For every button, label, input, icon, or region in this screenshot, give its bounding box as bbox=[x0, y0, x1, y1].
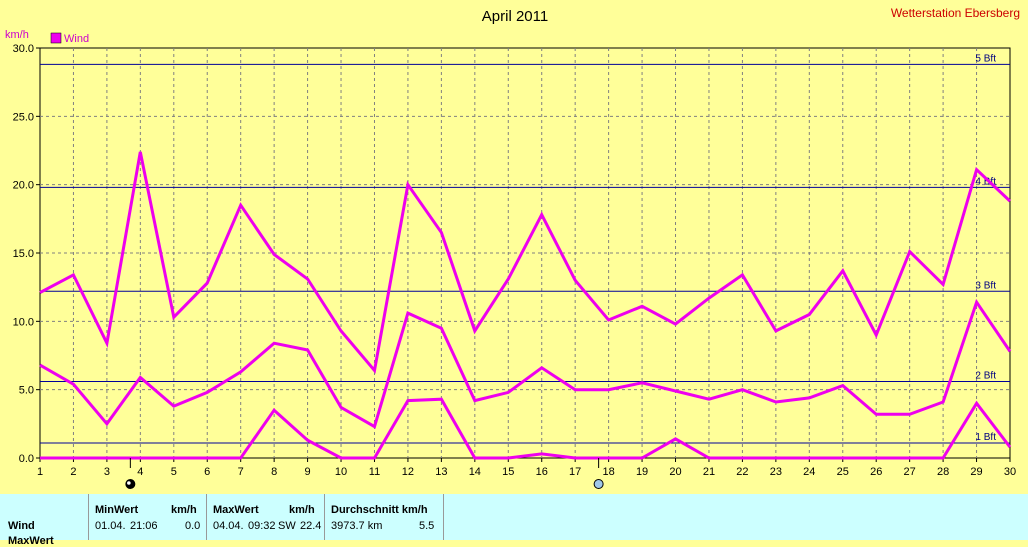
min-value: 0.0 bbox=[185, 520, 201, 532]
x-tick-label: 6 bbox=[204, 466, 210, 478]
x-tick-label: 29 bbox=[970, 466, 982, 478]
x-tick-label: 4 bbox=[137, 466, 143, 478]
y-tick-label: 30.0 bbox=[13, 43, 34, 55]
x-tick-label: 30 bbox=[1004, 466, 1016, 478]
x-tick-label: 25 bbox=[837, 466, 849, 478]
x-tick-label: 3 bbox=[104, 466, 110, 478]
max-time: 09:32 bbox=[248, 520, 276, 532]
legend-label: Wind bbox=[64, 33, 89, 45]
x-tick-label: 19 bbox=[636, 466, 648, 478]
x-tick-label: 10 bbox=[335, 466, 347, 478]
x-tick-label: 15 bbox=[502, 466, 514, 478]
x-tick-label: 8 bbox=[271, 466, 277, 478]
legend-swatch bbox=[50, 32, 62, 44]
avg-header: Durchschnitt km/h bbox=[331, 504, 428, 516]
x-tick-label: 26 bbox=[870, 466, 882, 478]
min-unit: km/h bbox=[171, 504, 197, 516]
max-column: MaxWert km/h 04.04. 09:32 SW 22.4 bbox=[206, 494, 325, 540]
x-tick-label: 9 bbox=[305, 466, 311, 478]
avg-value: 5.5 bbox=[419, 520, 435, 532]
bft-label: 2 Bft bbox=[975, 370, 996, 381]
station-name: Wetterstation Ebersberg bbox=[891, 6, 1020, 20]
bft-label: 3 Bft bbox=[975, 280, 996, 291]
x-tick-label: 11 bbox=[369, 466, 380, 478]
y-tick-label: 0.0 bbox=[19, 453, 34, 465]
x-tick-label: 16 bbox=[536, 466, 548, 478]
wind-series-line-2 bbox=[39, 298, 1012, 429]
bft-label: 5 Bft bbox=[975, 53, 996, 64]
x-tick-label: 5 bbox=[171, 466, 177, 478]
y-tick-label: 20.0 bbox=[13, 180, 34, 192]
max-date: 04.04. bbox=[213, 520, 244, 532]
max-direction: SW bbox=[278, 520, 296, 532]
stats-panel: Wind MaxWert MinWert km/h 01.04. 21:06 0… bbox=[0, 494, 1028, 547]
min-time: 21:06 bbox=[130, 520, 158, 532]
x-tick-label: 23 bbox=[770, 466, 782, 478]
wind-series-line-1 bbox=[39, 151, 1012, 374]
y-axis-unit: km/h bbox=[5, 29, 29, 41]
x-tick-label: 28 bbox=[937, 466, 949, 478]
avg-column: Durchschnitt km/h 3973.7 km 5.5 bbox=[324, 494, 444, 540]
x-tick-label: 12 bbox=[402, 466, 414, 478]
y-tick-label: 10.0 bbox=[13, 316, 34, 328]
x-tick-label: 20 bbox=[669, 466, 681, 478]
max-header: MaxWert bbox=[213, 504, 259, 516]
x-tick-label: 22 bbox=[736, 466, 748, 478]
avg-distance: 3973.7 km bbox=[331, 520, 383, 532]
y-tick-label: 25.0 bbox=[13, 111, 34, 123]
x-tick-label: 2 bbox=[70, 466, 76, 478]
x-tick-label: 24 bbox=[803, 466, 815, 478]
max-unit: km/h bbox=[289, 504, 315, 516]
min-header: MinWert bbox=[95, 504, 139, 516]
plot-area: 1 2 3 4 5 6 7 8 9 10 11 12 13 14 15 16 17 18 19 20 21 22 23 24 2… bbox=[13, 43, 1016, 489]
stats-row2-label: MaxWert bbox=[8, 535, 54, 547]
max-value: 22.4 bbox=[300, 520, 322, 532]
full-moon-icon bbox=[593, 479, 604, 489]
bft-label: 1 Bft bbox=[975, 432, 996, 443]
x-tick-label: 18 bbox=[602, 466, 614, 478]
bft-label: 4 Bft bbox=[975, 176, 996, 187]
wind-chart: April 2011 Wetterstation Ebersberg km/h … bbox=[5, 6, 1020, 489]
wind-series-line-3 bbox=[40, 397, 1012, 460]
x-tick-label: 13 bbox=[435, 466, 447, 478]
new-moon-icon-highlight bbox=[127, 481, 131, 485]
x-tick-label: 27 bbox=[904, 466, 916, 478]
x-tick-label: 7 bbox=[238, 466, 244, 478]
min-date: 01.04. bbox=[95, 520, 126, 532]
x-tick-label: 14 bbox=[469, 466, 481, 478]
min-column: MinWert km/h 01.04. 21:06 0.0 bbox=[88, 494, 207, 540]
chart-title: April 2011 bbox=[482, 8, 548, 25]
x-tick-label: 1 bbox=[37, 466, 43, 478]
stats-row-label: Wind bbox=[8, 520, 35, 532]
x-tick-label: 17 bbox=[569, 466, 581, 478]
x-tick-label: 21 bbox=[703, 466, 715, 478]
y-tick-label: 15.0 bbox=[13, 248, 34, 260]
new-moon-icon bbox=[125, 479, 136, 489]
y-tick-label: 5.0 bbox=[19, 385, 34, 397]
